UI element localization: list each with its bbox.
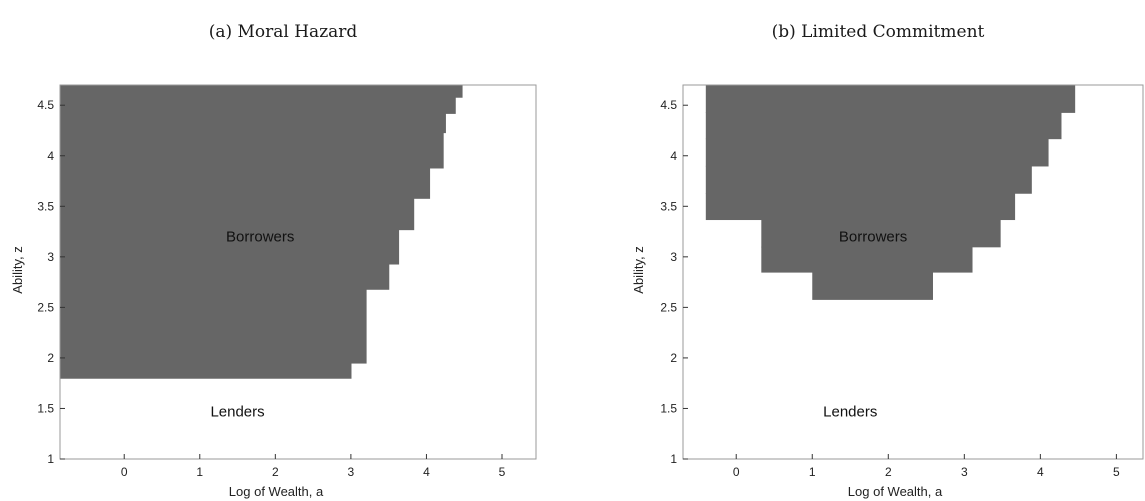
x-tick-label: 4 [423,465,430,479]
borrower-band-4 [705,165,1032,194]
borrower-band-6 [705,112,1062,140]
borrower-band-6 [60,132,444,169]
borrower-band-9 [60,85,463,98]
x-tick-label: 1 [196,465,203,479]
x-tick-label: 4 [1037,465,1044,479]
borrower-band-0 [812,272,933,300]
borrower-band-8 [60,97,456,114]
borrower-band-0 [60,362,352,379]
x-tick-label: 0 [121,465,128,479]
region-labels: Borrowers Lenders [210,229,294,421]
region-label-lenders: Lenders [210,403,264,420]
y-tick-label: 2.5 [37,300,54,314]
panel-limited-commitment: (b) Limited Commitment 0 1 2 3 4 5 1 1.5 2 2.5 3 3… [631,22,1144,499]
x-tick-label: 1 [809,465,816,479]
y-tick-label: 4.5 [660,98,677,112]
panel-moral-hazard: (a) Moral Hazard 0 1 2 3 4 5 1 1.5 2 2.5 3 3.5 4 4.5… [10,22,537,499]
panel-caption: (b) Limited Commitment [772,22,985,42]
borrower-band-2 [761,219,1001,248]
y-tick-label: 2.5 [660,300,677,314]
y-tick-label: 1.5 [660,401,677,415]
borrower-band-2 [60,263,390,290]
y-tick-label: 3 [670,250,677,264]
x-tick-label: 2 [272,465,279,479]
region-label-lenders: Lenders [823,403,877,420]
plot-frame [59,84,537,460]
borrower-band-3 [60,229,400,265]
x-tick-label: 5 [499,465,506,479]
region-label-borrowers: Borrowers [226,229,294,246]
x-tick-label: 2 [885,465,892,479]
borrower-band-1 [60,289,367,364]
y-tick-label: 4 [670,149,677,163]
x-tick-label: 3 [348,465,355,479]
x-tick-label: 5 [1113,465,1120,479]
region-label-borrowers: Borrowers [839,229,907,246]
borrower-band-1 [761,246,973,273]
x-tick-label: 3 [961,465,968,479]
borrower-band-5 [60,167,431,199]
y-axis-label: Ability, z [631,246,646,293]
panel-caption: (a) Moral Hazard [209,22,358,42]
y-tick-label: 1 [670,452,677,466]
y-tick-label: 2 [670,351,677,365]
y-tick-label: 1.5 [37,401,54,415]
y-tick-label: 4.5 [37,98,54,112]
y-tick-label: 3.5 [37,199,54,213]
y-axis-label: Ability, z [10,246,25,293]
y-tick-label: 1 [47,452,54,466]
y-tick-label: 3.5 [660,199,677,213]
borrower-band-7 [60,113,446,134]
borrower-band-5 [705,138,1049,167]
y-tick-label: 4 [47,149,54,163]
region-labels: Borrowers Lenders [823,229,907,421]
borrower-band-3 [705,193,1016,221]
borrower-band-7 [705,85,1076,113]
x-axis-ticks: 0 1 2 3 4 5 [733,454,1120,479]
x-tick-label: 0 [733,465,740,479]
y-tick-label: 2 [47,351,54,365]
plot-frame [682,84,1144,460]
x-axis-label: Log of Wealth, a [848,484,943,499]
y-axis-ticks: 1 1.5 2 2.5 3 3.5 4 4.5 [37,98,65,466]
borrower-band-4 [60,198,415,231]
x-axis-ticks: 0 1 2 3 4 5 [121,454,506,479]
borrower-region [705,85,1076,300]
y-axis-ticks: 1 1.5 2 2.5 3 3.5 4 4.5 [660,98,688,466]
borrower-region [60,85,463,379]
x-axis-label: Log of Wealth, a [229,484,324,499]
y-tick-label: 3 [47,250,54,264]
